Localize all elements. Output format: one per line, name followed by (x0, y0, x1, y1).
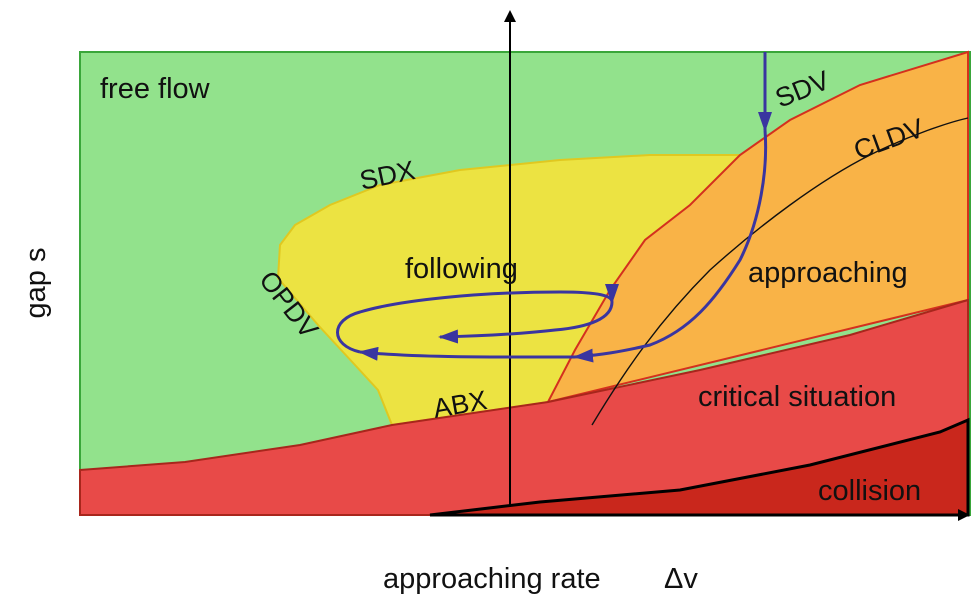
collision-label: collision (818, 475, 921, 507)
approaching-label: approaching (748, 257, 908, 289)
x-axis-symbol: Δv (664, 563, 698, 595)
y-axis-label: gap s (20, 248, 52, 319)
trajectory-loop-upper (336, 283, 619, 354)
trajectory-approach (573, 129, 768, 363)
following-label: following (405, 253, 518, 285)
cldv-line (591, 117, 969, 426)
trajectory-outer-loop (358, 346, 576, 361)
free-flow-label: free flow (100, 73, 211, 105)
collision-region (429, 417, 970, 517)
approaching-region (546, 50, 969, 404)
x-axis-label: approaching rate (383, 563, 601, 595)
critical-situation-label: critical situation (698, 381, 896, 413)
trajectory-loop-inner (438, 301, 614, 344)
